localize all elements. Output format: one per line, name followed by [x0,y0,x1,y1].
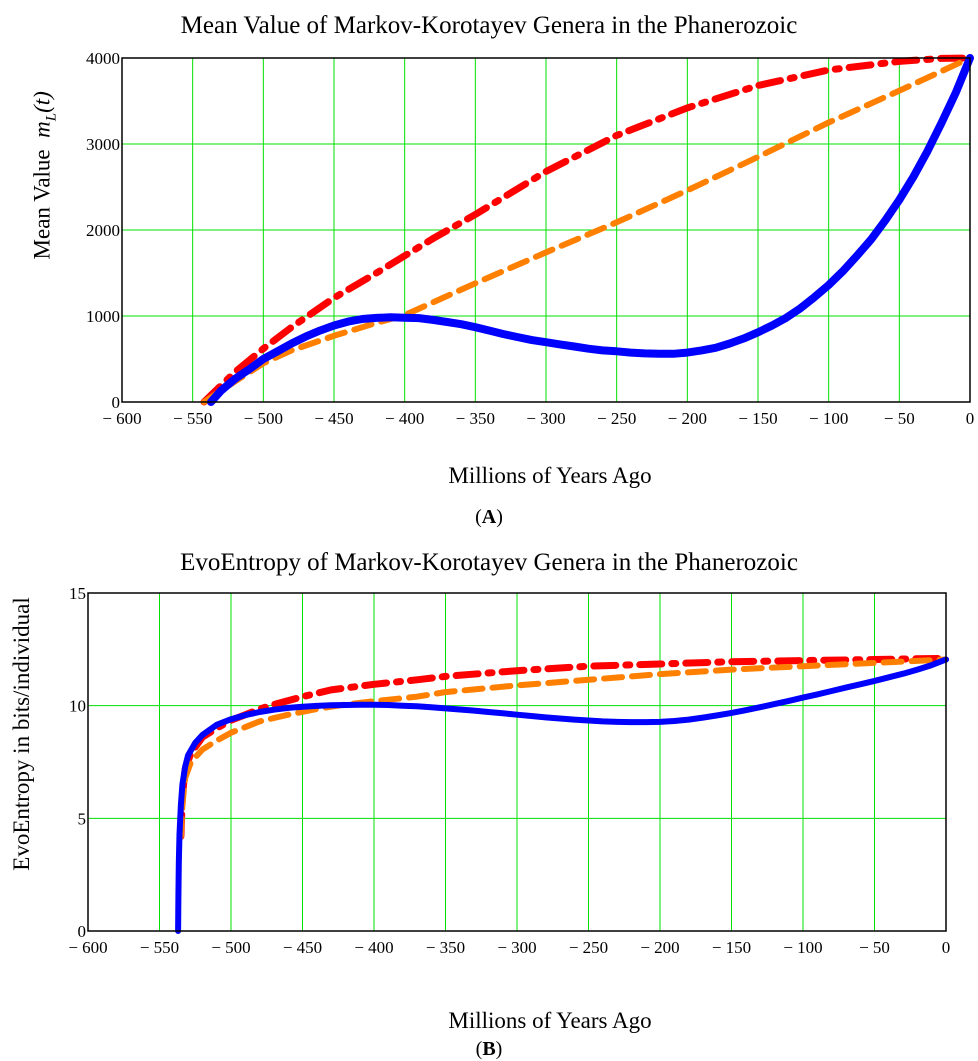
plot-area: − 600− 550− 500− 450− 400− 350− 300− 250… [86,49,975,428]
chart-panel-a: Mean Value of Markov-Korotayev Genera in… [0,0,978,530]
x-tick-label: − 200 [640,938,679,957]
x-tick-label: − 150 [712,938,751,957]
series-line-solid [207,54,974,406]
series-line-dashed [201,55,973,405]
chart-title: EvoEntropy of Markov-Korotayev Genera in… [180,549,798,576]
panel-label: (B) [475,1038,503,1060]
x-axis-label: Millions of Years Ago [448,463,652,488]
y-tick-label: 0 [112,393,121,412]
x-tick-label: − 600 [68,938,107,957]
x-tick-label: − 250 [569,938,608,957]
y-tick-label: 1000 [86,307,120,326]
x-tick-label: 0 [942,938,951,957]
y-tick-label: 4000 [86,49,120,68]
x-tick-label: − 500 [211,938,250,957]
x-tick-label: − 500 [244,409,283,428]
chart-title: Mean Value of Markov-Korotayev Genera in… [180,12,798,39]
y-tick-label: 15 [69,584,86,603]
plot-frame [87,592,947,932]
x-tick-label: − 100 [783,938,822,957]
x-tick-label: − 450 [314,409,353,428]
plot-frame [121,57,971,403]
series-line-dash-dot [177,654,950,840]
y-tick-label: 10 [69,697,86,716]
x-tick-label: 0 [966,409,975,428]
x-tick-label: − 150 [738,409,777,428]
x-tick-label: − 350 [456,409,495,428]
x-tick-label: − 250 [597,409,636,428]
x-tick-label: − 400 [354,938,393,957]
y-tick-label: 2000 [86,221,120,240]
series-line-dashed [177,656,949,840]
panel-label: (A) [475,506,503,528]
y-tick-label: 0 [78,922,87,941]
y-tick-label: 3000 [86,135,120,154]
series-line-dash-dot [200,54,974,406]
plot-area: − 600− 550− 500− 450− 400− 350− 300− 250… [68,584,951,957]
x-tick-label: − 600 [102,409,141,428]
x-tick-label: − 550 [140,938,179,957]
x-tick-label: − 50 [859,938,890,957]
x-axis-label: Millions of Years Ago [448,1008,652,1033]
x-tick-label: − 100 [809,409,848,428]
x-tick-label: − 50 [884,409,915,428]
x-tick-label: − 300 [497,938,536,957]
x-tick-label: − 400 [385,409,424,428]
x-tick-label: − 550 [173,409,212,428]
series-line-solid [175,656,949,934]
x-tick-label: − 300 [526,409,565,428]
chart-panel-b: EvoEntropy of Markov-Korotayev Genera in… [0,545,978,1060]
x-tick-label: − 450 [283,938,322,957]
x-tick-label: − 350 [426,938,465,957]
x-tick-label: − 200 [668,409,707,428]
y-tick-label: 5 [78,809,87,828]
